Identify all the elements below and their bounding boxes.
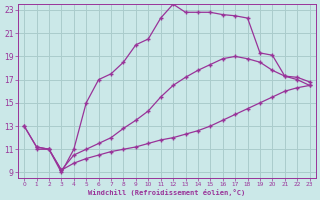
X-axis label: Windchill (Refroidissement éolien,°C): Windchill (Refroidissement éolien,°C) <box>88 189 245 196</box>
